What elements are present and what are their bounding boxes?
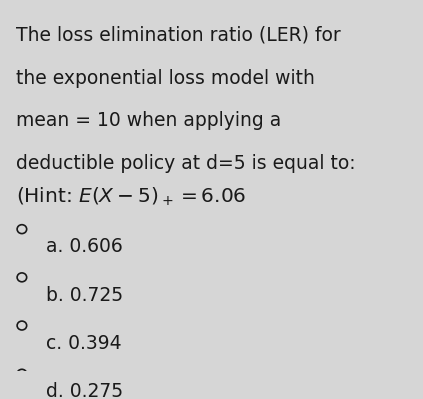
Text: deductible policy at d=5 is equal to:: deductible policy at d=5 is equal to: [16,154,356,173]
Text: b. 0.725: b. 0.725 [46,286,123,304]
Text: the exponential loss model with: the exponential loss model with [16,69,315,88]
Text: a. 0.606: a. 0.606 [46,237,123,256]
Text: d. 0.275: d. 0.275 [46,382,123,399]
Text: c. 0.394: c. 0.394 [46,334,121,353]
Text: The loss elimination ratio (LER) for: The loss elimination ratio (LER) for [16,26,341,45]
Text: (Hint: $E(X - 5)_+ = 6.06$: (Hint: $E(X - 5)_+ = 6.06$ [16,186,246,208]
Text: mean = 10 when applying a: mean = 10 when applying a [16,111,281,130]
